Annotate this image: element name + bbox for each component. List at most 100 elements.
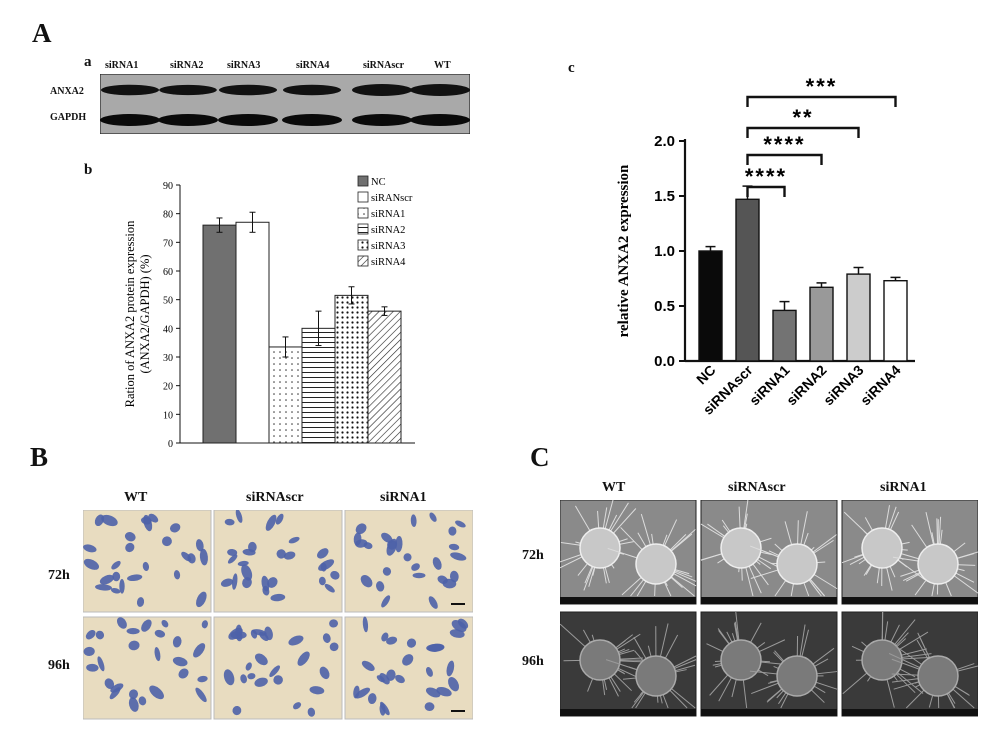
stained-cell [85, 629, 96, 640]
y-tick-label: 0.5 [654, 298, 675, 315]
legend-label: siRANscr [371, 193, 413, 204]
stained-cell [181, 551, 192, 562]
row-label-96h: 96h [48, 658, 70, 673]
column-label: WT [124, 490, 148, 505]
stained-cell [112, 571, 121, 582]
y-tick-label: 40 [163, 324, 173, 335]
stained-cell [448, 526, 457, 536]
sem-info-bar [701, 597, 837, 604]
stained-cell [273, 675, 283, 685]
stained-cell [403, 553, 412, 562]
stained-cell [288, 635, 304, 646]
stained-cell [449, 629, 465, 638]
stained-cell [127, 574, 143, 582]
stained-cell [136, 597, 145, 607]
stained-cell [250, 629, 258, 639]
blot-band-anxa2 [101, 84, 159, 96]
sem-cell [579, 527, 621, 569]
stained-cell [95, 584, 112, 591]
blot-band-gapdh [218, 114, 278, 126]
bar [268, 346, 303, 444]
x-tick-label: siRNA1 [746, 362, 793, 409]
stained-cell [269, 665, 281, 677]
bar [809, 286, 834, 362]
y-tick-label: 90 [163, 181, 173, 192]
stained-cell [309, 686, 325, 695]
stained-cell [232, 705, 242, 716]
stained-cell [386, 636, 398, 645]
stained-cell [201, 620, 208, 629]
stained-cell [446, 660, 455, 677]
stained-cell [254, 677, 268, 687]
stained-cell [410, 514, 417, 528]
stained-cell [382, 567, 392, 576]
legend-swatch [357, 239, 369, 251]
stained-cell [428, 596, 438, 609]
stained-cell [94, 514, 105, 527]
significance-label: *** [806, 74, 838, 99]
stained-cell [406, 638, 417, 648]
stained-cell [455, 520, 466, 528]
stained-cell [83, 544, 97, 553]
blot-lane-labels: siRNA1 siRNA2 siRNA3 siRNA4 siRNAscr WT [98, 60, 468, 76]
sem-cell [635, 543, 677, 585]
sem-cell [861, 527, 903, 569]
stained-cell [395, 674, 405, 684]
bar [772, 309, 797, 362]
stained-cell [119, 579, 125, 594]
bar [301, 327, 336, 444]
blot-band-gapdh [282, 114, 342, 126]
stained-cell [381, 595, 391, 608]
legend-swatch [357, 175, 369, 187]
y-tick-label: 20 [163, 382, 173, 393]
stained-cell [254, 653, 268, 666]
blot-band-anxa2 [219, 84, 277, 96]
y-tick-label: 2.0 [654, 133, 675, 150]
stained-cell [223, 669, 235, 686]
column-label: siRNAscr [246, 490, 304, 505]
stained-cell [161, 619, 169, 628]
sem-tile [700, 611, 838, 717]
significance-bracket [746, 185, 786, 197]
micrograph-tile [83, 616, 212, 720]
lane-label: siRNA2 [170, 60, 204, 71]
stained-cell [248, 541, 257, 553]
y-tick-label: 30 [163, 353, 173, 364]
blot-band-anxa2 [410, 84, 470, 96]
stained-cell [450, 552, 467, 561]
stained-cell [110, 587, 121, 594]
stained-cell [265, 514, 277, 531]
sem-cell [720, 527, 762, 569]
stained-cell [154, 646, 161, 662]
blot-band-gapdh [100, 114, 160, 126]
stained-cell [412, 572, 426, 579]
stained-cell [220, 578, 234, 587]
stained-cell [83, 558, 100, 570]
y-tick-label: 80 [163, 210, 173, 221]
significance-label: **** [745, 164, 787, 189]
sem-info-bar [560, 597, 696, 604]
lane-label: siRNA4 [296, 60, 330, 71]
x-tick-label: siRNA4 [857, 362, 904, 409]
stained-cell [224, 518, 235, 526]
stained-cell [448, 677, 460, 692]
stained-cell [241, 564, 253, 581]
western-blot [100, 74, 470, 134]
stained-cell [457, 618, 469, 629]
stained-cell [386, 538, 398, 556]
stained-cell [376, 675, 385, 683]
stained-cell [197, 675, 208, 683]
lane-label: siRNA1 [105, 60, 139, 71]
stained-cell [324, 583, 335, 593]
stained-cell [262, 585, 270, 596]
column-label: siRNAscr [728, 480, 786, 495]
blot-row-label-anxa2: ANXA2 [50, 86, 84, 97]
stained-cell [283, 551, 296, 560]
blot-band-anxa2 [283, 84, 341, 96]
x-tick-label: siRNA3 [820, 362, 867, 409]
stained-cell [125, 542, 135, 553]
legend-label: NC [371, 177, 386, 188]
legend-swatch [357, 207, 369, 219]
column-label: WT [602, 480, 626, 495]
micro-c-column-headers: WT siRNAscr siRNA1 [560, 480, 980, 500]
